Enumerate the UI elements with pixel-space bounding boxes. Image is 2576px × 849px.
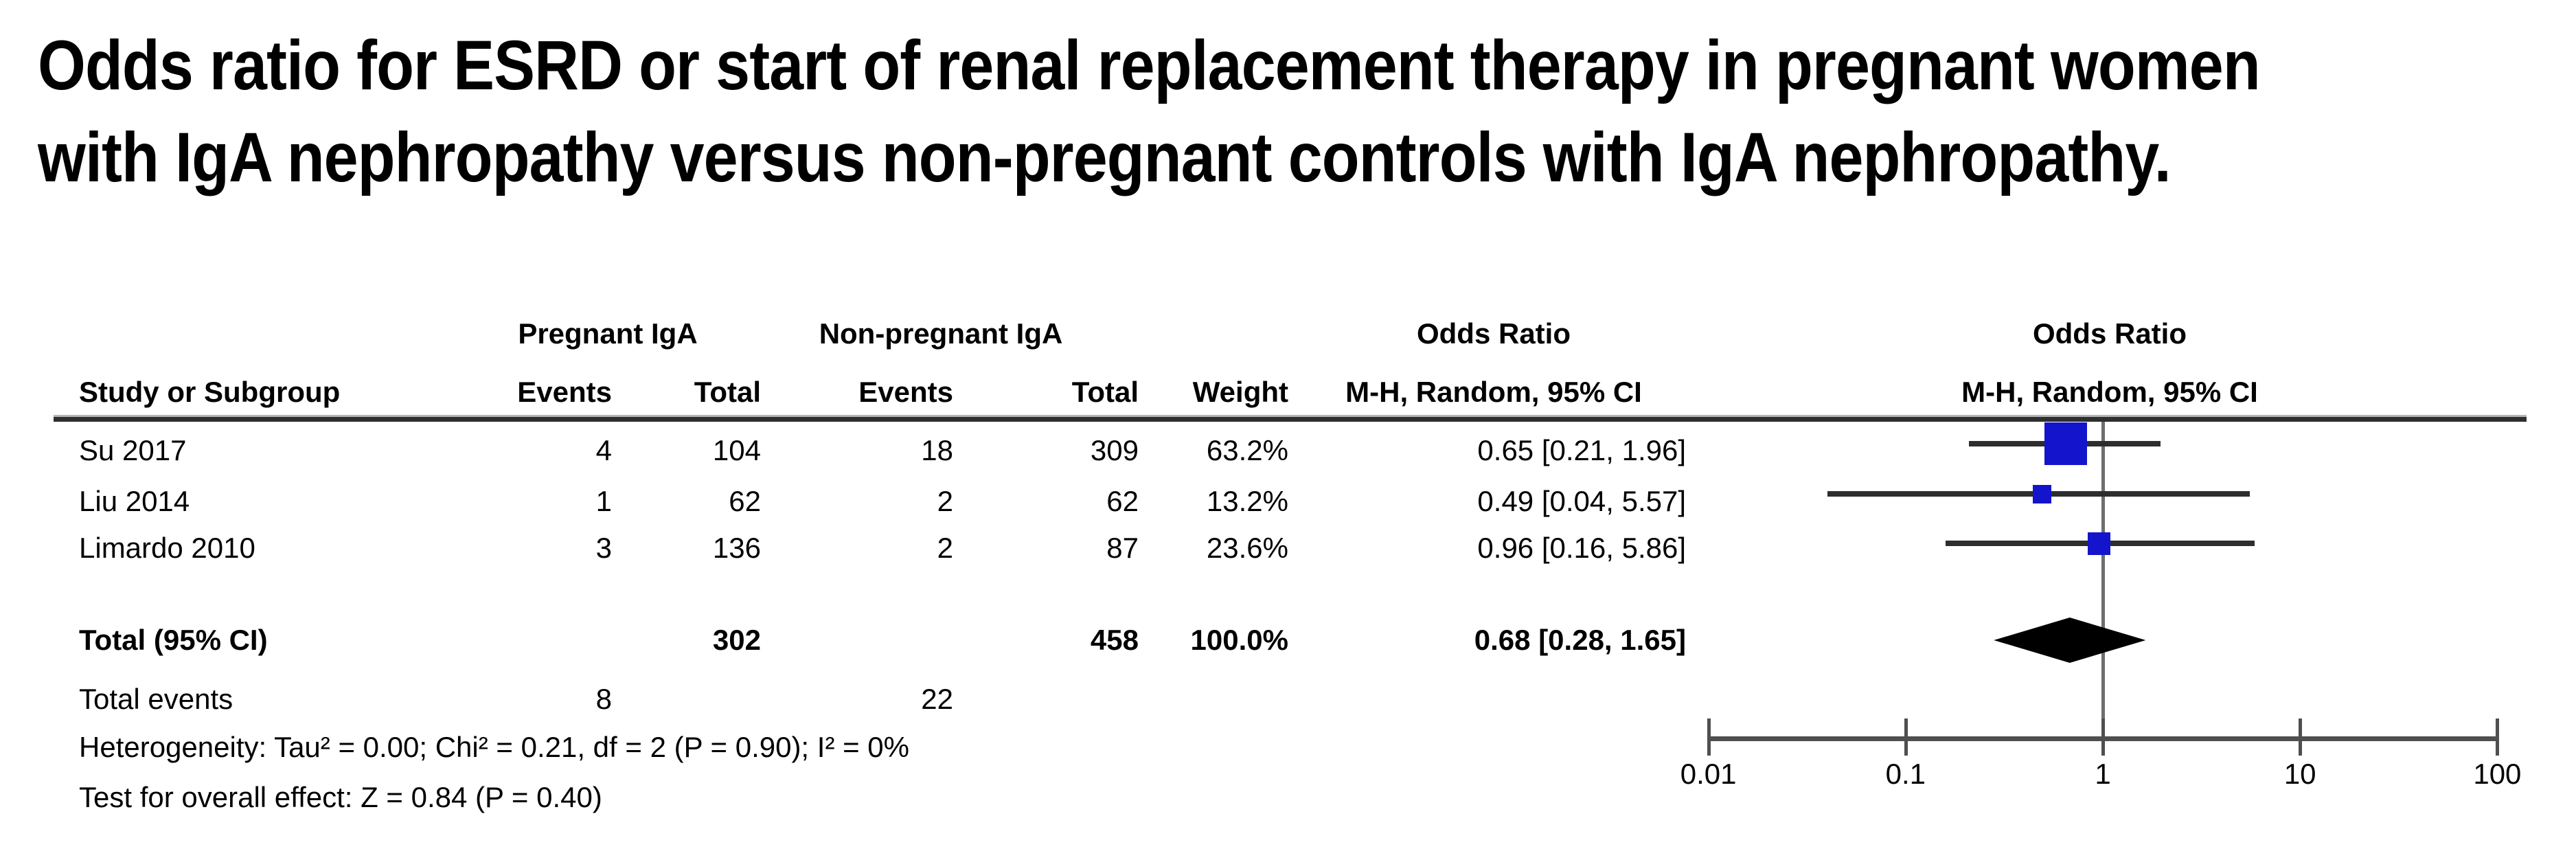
- study-weight: 63.2%: [1206, 434, 1288, 466]
- study-name: Su 2017: [79, 434, 187, 466]
- figure-title-line-1: Odds ratio for ESRD or start of renal re…: [38, 26, 2261, 104]
- study-events-non-pregnant: 18: [921, 434, 953, 466]
- total-weight: 100.0%: [1190, 624, 1288, 656]
- column-header-study: Study or Subgroup: [79, 376, 341, 408]
- total-pregnant-n: 302: [712, 624, 761, 656]
- study-or-ci: 0.49 [0.04, 5.57]: [1477, 485, 1686, 517]
- study-total-non-pregnant: 309: [1090, 434, 1139, 466]
- study-total-non-pregnant: 87: [1106, 532, 1139, 564]
- figure-title: Odds ratio for ESRD or start of renal re…: [38, 19, 2261, 203]
- column-header-events-pregnant: Events: [517, 376, 612, 408]
- study-events-pregnant: 3: [595, 532, 612, 564]
- odds-ratio-point-marker: [2044, 422, 2088, 465]
- study-weight: 13.2%: [1206, 485, 1288, 517]
- column-header-mh-ci-text: M-H, Random, 95% CI: [1345, 376, 1642, 408]
- heterogeneity-statistics: Heterogeneity: Tau² = 0.00; Chi² = 0.21,…: [79, 731, 909, 763]
- study-or-ci: 0.65 [0.21, 1.96]: [1477, 434, 1686, 466]
- x-axis-tick-label: 0.1: [1885, 758, 1926, 790]
- column-group-odds-ratio-plot: Odds Ratio: [2032, 317, 2187, 350]
- study-weight: 23.6%: [1206, 532, 1288, 564]
- total-or-ci: 0.68 [0.28, 1.65]: [1474, 624, 1686, 656]
- study-total-non-pregnant: 62: [1106, 485, 1139, 517]
- x-axis-tick: [1904, 718, 1908, 756]
- group-header-non-pregnant: Non-pregnant IgA: [819, 317, 1063, 350]
- reference-line-or-1: [2101, 422, 2105, 741]
- study-events-pregnant: 1: [595, 485, 612, 517]
- x-axis-tick-label: 0.01: [1680, 758, 1737, 790]
- study-events-non-pregnant: 2: [937, 532, 953, 564]
- x-axis-tick: [2496, 718, 2500, 756]
- study-or-ci: 0.96 [0.16, 5.86]: [1477, 532, 1686, 564]
- group-header-pregnant: Pregnant IgA: [518, 317, 698, 350]
- x-axis-tick: [2101, 718, 2105, 756]
- total-events-label: Total events: [79, 683, 233, 715]
- odds-ratio-point-marker: [2032, 484, 2051, 503]
- study-total-pregnant: 136: [712, 532, 761, 564]
- x-axis-tick: [2299, 718, 2303, 756]
- column-header-total-pregnant: Total: [694, 376, 761, 408]
- pooled-estimate-diamond: [1994, 618, 2146, 663]
- header-divider-rule: [54, 415, 2527, 422]
- odds-ratio-point-marker: [2088, 532, 2111, 555]
- total-non-pregnant-n: 458: [1090, 624, 1139, 656]
- study-events-pregnant: 4: [595, 434, 612, 466]
- study-total-pregnant: 62: [729, 485, 761, 517]
- x-axis-tick-label: 100: [2473, 758, 2522, 790]
- total-row-label: Total (95% CI): [79, 624, 268, 656]
- column-group-odds-ratio-text: Odds Ratio: [1416, 317, 1571, 350]
- x-axis-tick-label: 1: [2095, 758, 2111, 790]
- figure-title-line-2: with IgA nephropathy versus non-pregnant…: [38, 118, 2172, 196]
- total-events-pregnant: 8: [595, 683, 612, 715]
- column-header-total-non-pregnant: Total: [1071, 376, 1139, 408]
- overall-effect-test: Test for overall effect: Z = 0.84 (P = 0…: [79, 781, 602, 813]
- study-events-non-pregnant: 2: [937, 485, 953, 517]
- column-header-weight: Weight: [1192, 376, 1288, 408]
- total-events-non-pregnant: 22: [921, 683, 953, 715]
- study-total-pregnant: 104: [712, 434, 761, 466]
- column-header-mh-ci-plot: M-H, Random, 95% CI: [1961, 376, 2258, 408]
- x-axis-tick: [1707, 718, 1711, 756]
- column-header-events-non-pregnant: Events: [858, 376, 953, 408]
- x-axis-tick-label: 10: [2283, 758, 2316, 790]
- study-name: Limardo 2010: [79, 532, 255, 564]
- study-name: Liu 2014: [79, 485, 190, 517]
